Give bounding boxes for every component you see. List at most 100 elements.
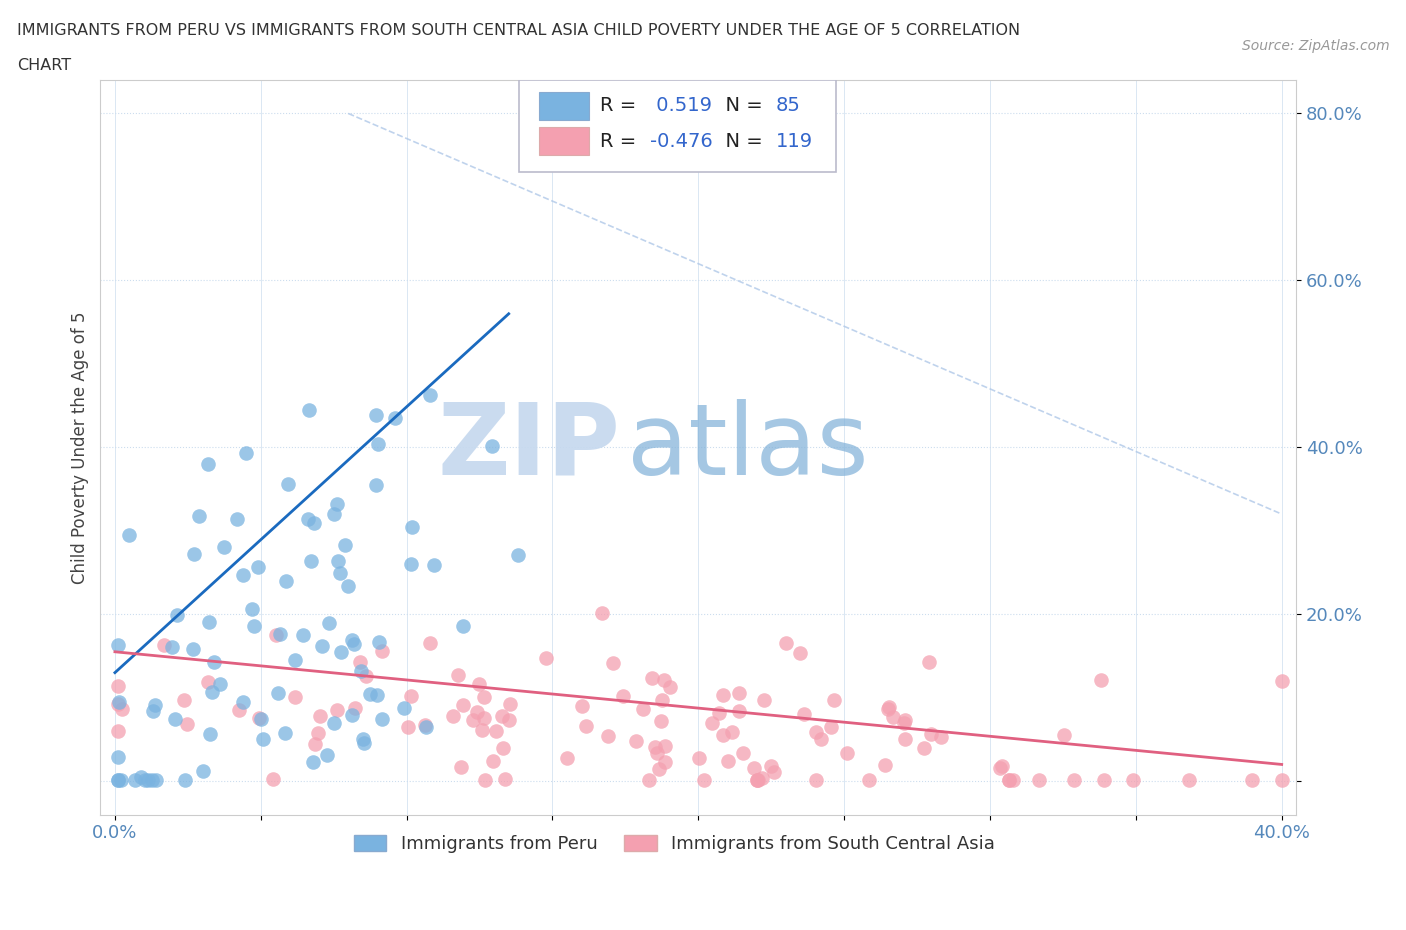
- Point: [472, 711, 495, 726]
- Point: [752, 692, 775, 707]
- Point: [329, 644, 352, 659]
- Point: [506, 548, 529, 563]
- Point: [918, 655, 941, 670]
- Point: [612, 688, 634, 703]
- Point: [471, 723, 494, 737]
- Point: [624, 734, 647, 749]
- Point: [302, 515, 325, 530]
- Point: [728, 686, 751, 701]
- Point: [747, 773, 769, 788]
- Point: [485, 724, 508, 739]
- Point: [322, 506, 344, 521]
- Point: [651, 693, 673, 708]
- Point: [329, 565, 352, 580]
- Point: [727, 703, 749, 718]
- Point: [335, 538, 357, 552]
- Point: [191, 764, 214, 778]
- Point: [134, 773, 156, 788]
- Point: [145, 773, 167, 788]
- Point: [326, 497, 349, 512]
- Text: 119: 119: [776, 131, 813, 151]
- Point: [820, 720, 842, 735]
- Text: IMMIGRANTS FROM PERU VS IMMIGRANTS FROM SOUTH CENTRAL ASIA CHILD POVERTY UNDER T: IMMIGRANTS FROM PERU VS IMMIGRANTS FROM …: [17, 23, 1019, 38]
- Point: [763, 764, 786, 779]
- Point: [998, 773, 1021, 788]
- Point: [1002, 773, 1025, 788]
- Point: [246, 560, 269, 575]
- Text: atlas: atlas: [627, 399, 868, 496]
- Point: [468, 677, 491, 692]
- Point: [441, 709, 464, 724]
- Point: [990, 759, 1012, 774]
- Point: [247, 711, 270, 725]
- Point: [638, 773, 661, 788]
- Point: [318, 615, 340, 630]
- Point: [352, 731, 374, 746]
- Text: ZIP: ZIP: [437, 399, 620, 496]
- Point: [188, 509, 211, 524]
- Point: [284, 652, 307, 667]
- Point: [401, 689, 423, 704]
- Point: [401, 520, 423, 535]
- Point: [1028, 773, 1050, 788]
- Point: [107, 750, 129, 764]
- Point: [596, 728, 619, 743]
- Point: [304, 737, 326, 751]
- Point: [879, 699, 901, 714]
- Point: [107, 637, 129, 652]
- Point: [835, 746, 858, 761]
- Point: [343, 636, 366, 651]
- Text: N =: N =: [713, 131, 769, 151]
- Point: [1063, 773, 1085, 788]
- Point: [235, 445, 257, 460]
- Point: [349, 654, 371, 669]
- Point: [141, 773, 163, 788]
- Point: [181, 642, 204, 657]
- Point: [775, 635, 797, 650]
- Point: [249, 711, 271, 726]
- Point: [1271, 674, 1294, 689]
- Point: [197, 675, 219, 690]
- Point: [893, 732, 915, 747]
- Point: [482, 753, 505, 768]
- Point: [367, 436, 389, 451]
- Point: [882, 710, 904, 724]
- Point: [301, 755, 323, 770]
- Point: [326, 553, 349, 568]
- Point: [555, 751, 578, 765]
- Point: [731, 745, 754, 760]
- Point: [875, 758, 897, 773]
- Text: N =: N =: [713, 97, 769, 115]
- Point: [107, 679, 129, 694]
- Point: [474, 773, 496, 788]
- Point: [166, 607, 188, 622]
- Point: [711, 687, 734, 702]
- Point: [277, 476, 299, 491]
- Point: [307, 725, 329, 740]
- Point: [1053, 727, 1076, 742]
- Point: [107, 773, 129, 788]
- Point: [491, 709, 513, 724]
- Point: [266, 685, 288, 700]
- Point: [451, 618, 474, 633]
- Point: [415, 720, 437, 735]
- Point: [165, 711, 187, 726]
- Point: [789, 645, 811, 660]
- Point: [481, 439, 503, 454]
- Point: [761, 759, 783, 774]
- Point: [107, 773, 129, 788]
- Point: [648, 762, 671, 777]
- Point: [745, 773, 768, 788]
- Point: [415, 718, 437, 733]
- Point: [893, 716, 915, 731]
- Point: [998, 773, 1021, 788]
- Point: [688, 751, 710, 765]
- Point: [1240, 773, 1263, 788]
- Point: [340, 708, 363, 723]
- Point: [142, 704, 165, 719]
- Point: [447, 668, 470, 683]
- Point: [173, 692, 195, 707]
- Point: [370, 711, 392, 726]
- Point: [371, 644, 394, 658]
- Point: [641, 671, 664, 685]
